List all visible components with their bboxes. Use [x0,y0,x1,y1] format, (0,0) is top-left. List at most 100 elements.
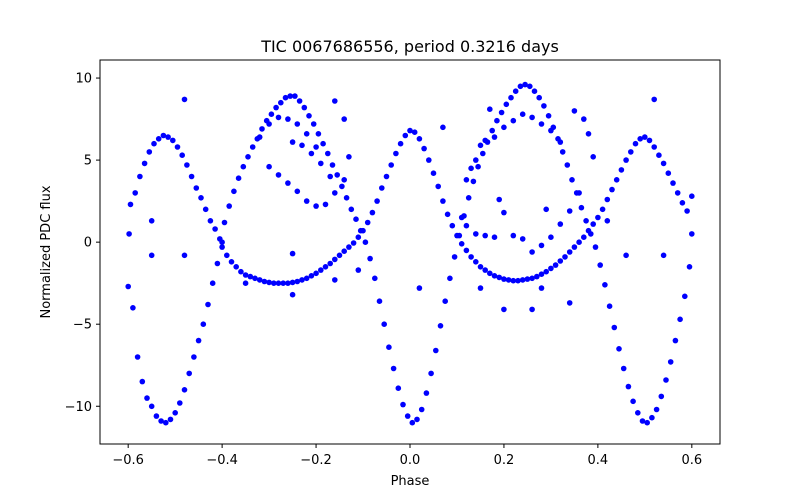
data-point [538,271,545,278]
data-point [625,383,632,390]
data-point [158,418,164,424]
data-point [416,136,423,142]
data-points [125,81,695,426]
data-point [226,203,232,209]
data-point [501,276,507,282]
data-point [477,142,484,149]
data-point [519,236,526,242]
x-axis-ticks: −0.6 −0.4 −0.2 0.0 0.2 0.4 0.6 [112,444,702,468]
data-point [294,188,301,195]
data-point [252,275,258,282]
data-point [613,177,620,183]
data-point [280,280,287,287]
data-point [207,218,214,224]
data-point [529,249,535,255]
data-point [616,346,622,352]
data-point [256,134,263,140]
data-point [306,113,312,119]
data-point [332,98,338,104]
data-point [249,144,256,150]
data-point [630,398,636,405]
data-point [343,195,350,201]
data-point [435,183,442,190]
y-tick-label: 5 [84,154,92,169]
data-point [339,183,345,190]
data-point [181,96,188,103]
data-point [529,306,535,313]
data-point [261,278,268,285]
data-point [644,419,650,426]
data-point [566,249,573,255]
data-point [557,221,564,227]
data-point [209,280,216,287]
y-tick-label: 10 [75,72,92,87]
data-point [141,160,148,167]
data-point [148,252,155,259]
data-point [557,258,564,264]
data-point [198,195,204,201]
data-point [510,232,517,239]
data-point [303,275,310,282]
data-point [505,277,512,283]
data-point [322,201,329,208]
data-point [534,273,540,280]
data-point [585,131,592,137]
data-point [444,211,451,218]
data-point [266,279,272,286]
data-point [503,101,510,108]
data-point [475,163,481,170]
data-point [682,293,688,300]
data-point [418,406,425,413]
data-point [376,298,383,305]
data-point [151,140,157,147]
data-point [468,165,474,172]
data-point [545,113,552,119]
x-tick-label: −0.4 [206,453,238,468]
data-point [510,117,517,124]
data-point [202,206,209,213]
x-tick-label: −0.2 [300,453,332,468]
data-point [611,324,618,331]
data-point [689,193,695,199]
data-point [487,270,493,277]
data-point [163,419,169,426]
data-point [313,144,319,150]
data-point [266,163,272,170]
data-point [480,150,486,157]
data-point [320,140,326,147]
data-point [637,136,643,142]
data-point [132,190,138,196]
data-point [177,400,183,406]
data-point [588,231,594,237]
data-point [667,359,674,365]
data-point [383,173,390,180]
data-point [646,137,653,144]
data-point [381,321,388,328]
data-point [635,410,641,416]
data-point [126,231,132,237]
data-point [653,406,660,413]
data-point [193,185,200,191]
data-point [327,173,334,180]
data-point [674,190,681,196]
data-point [494,117,500,124]
data-point [566,300,573,306]
data-point [336,252,343,259]
data-point [604,218,611,224]
data-point [517,83,524,90]
data-point [658,393,665,400]
data-point [491,234,498,240]
data-point [501,124,507,131]
y-axis-ticks: −10 −5 0 5 10 [65,72,100,415]
data-point [318,267,324,273]
data-point [672,337,679,344]
data-point [346,244,352,250]
data-point [581,234,587,240]
data-point [651,96,657,103]
data-point [146,149,153,155]
data-point [313,203,319,209]
data-point [221,219,228,226]
data-point [172,410,178,416]
data-point [285,280,291,287]
data-point [463,247,470,254]
